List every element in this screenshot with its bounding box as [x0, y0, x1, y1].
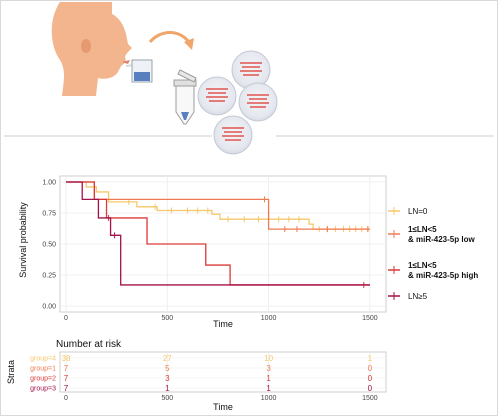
legend-item-2: 1≤LN<5& miR-423-5p low: [388, 225, 475, 244]
risk-table-panel: [59, 351, 387, 393]
x-tick-label: 1000: [261, 315, 277, 322]
y-tick-label: 0.25: [42, 273, 56, 280]
survival-curve-series-4: [66, 181, 370, 286]
risk-table-x-ticks: 0 500 1000 1500: [64, 395, 378, 402]
risk-count: 10: [264, 354, 273, 363]
legend-label-line1: 1≤LN<5: [408, 261, 437, 270]
cell-dish-icon: [238, 82, 278, 122]
x-tick-label: 0: [64, 315, 68, 322]
risk-table-title: Number at risk: [56, 339, 122, 350]
risk-x-tick-label: 1500: [362, 395, 378, 402]
illustration: [4, 2, 494, 155]
legend-label-line2: & miR-423-5p low: [408, 235, 475, 244]
legend-label-line1: 1≤LN<5: [408, 225, 437, 234]
legend-label: LN≥5: [408, 292, 428, 301]
risk-count: 3: [266, 364, 271, 373]
risk-x-tick-label: 0: [64, 395, 68, 402]
y-tick-label: 0.00: [42, 304, 56, 311]
legend-label: LN=0: [408, 207, 428, 216]
microtube-icon: [173, 69, 197, 125]
strata-label: group=1: [30, 366, 56, 373]
risk-table-strata-title: Strata: [6, 360, 16, 384]
risk-count: 27: [163, 354, 172, 363]
risk-table-x-title: Time: [213, 402, 233, 412]
risk-count: 1: [266, 374, 271, 383]
risk-count: 1: [165, 384, 170, 393]
strata-label: group=2: [30, 376, 56, 383]
risk-count: 0: [368, 384, 373, 393]
risk-count: 7: [64, 384, 69, 393]
cell-dish-icon: [231, 50, 271, 90]
risk-count: 1: [368, 354, 373, 363]
legend-item-3: 1≤LN<5& miR-423-5p high: [388, 261, 478, 280]
saliva-cup-icon: [125, 59, 153, 83]
survival-curve-series-3: [66, 181, 370, 286]
x-tick-label: 500: [161, 315, 173, 322]
risk-count: 1: [266, 384, 271, 393]
risk-count: 0: [368, 374, 373, 383]
x-axis-ticks: 0 500 1000 1500: [64, 315, 378, 322]
y-tick-label: 1.00: [42, 180, 56, 187]
y-axis-ticks: 0.00 0.25 0.50 0.75 1.00: [42, 180, 56, 311]
risk-count: 0: [368, 364, 373, 373]
risk-count: 5: [165, 364, 170, 373]
legend-item-1: LN=0: [388, 207, 428, 216]
survival-curves: [66, 181, 370, 288]
risk-x-tick-label: 500: [161, 395, 173, 402]
strata-label: group=4: [30, 356, 56, 363]
plot-grid: [60, 176, 386, 312]
y-tick-label: 0.75: [42, 211, 56, 218]
y-tick-label: 0.50: [42, 242, 56, 249]
cell-dish-icon: [213, 115, 253, 155]
curved-arrow-icon: [148, 31, 194, 50]
strata-label: group=3: [30, 386, 56, 393]
cell-dish-group: [197, 50, 278, 155]
risk-count: 38: [62, 354, 71, 363]
x-tick-label: 1500: [362, 315, 378, 322]
x-axis-title: Time: [213, 319, 233, 329]
risk-count: 3: [165, 374, 170, 383]
person-profile-icon: [51, 2, 132, 96]
risk-x-tick-label: 1000: [261, 395, 277, 402]
legend-label-line2: & miR-423-5p high: [408, 271, 478, 280]
risk-count: 7: [64, 364, 69, 373]
risk-table-grid: [60, 352, 386, 392]
survival-curve-series-1: [66, 181, 370, 230]
cell-dish-icon: [197, 76, 237, 116]
y-axis-title: Survival probability: [18, 202, 28, 278]
legend-item-4: LN≥5: [388, 292, 428, 301]
risk-count: 7: [64, 374, 69, 383]
